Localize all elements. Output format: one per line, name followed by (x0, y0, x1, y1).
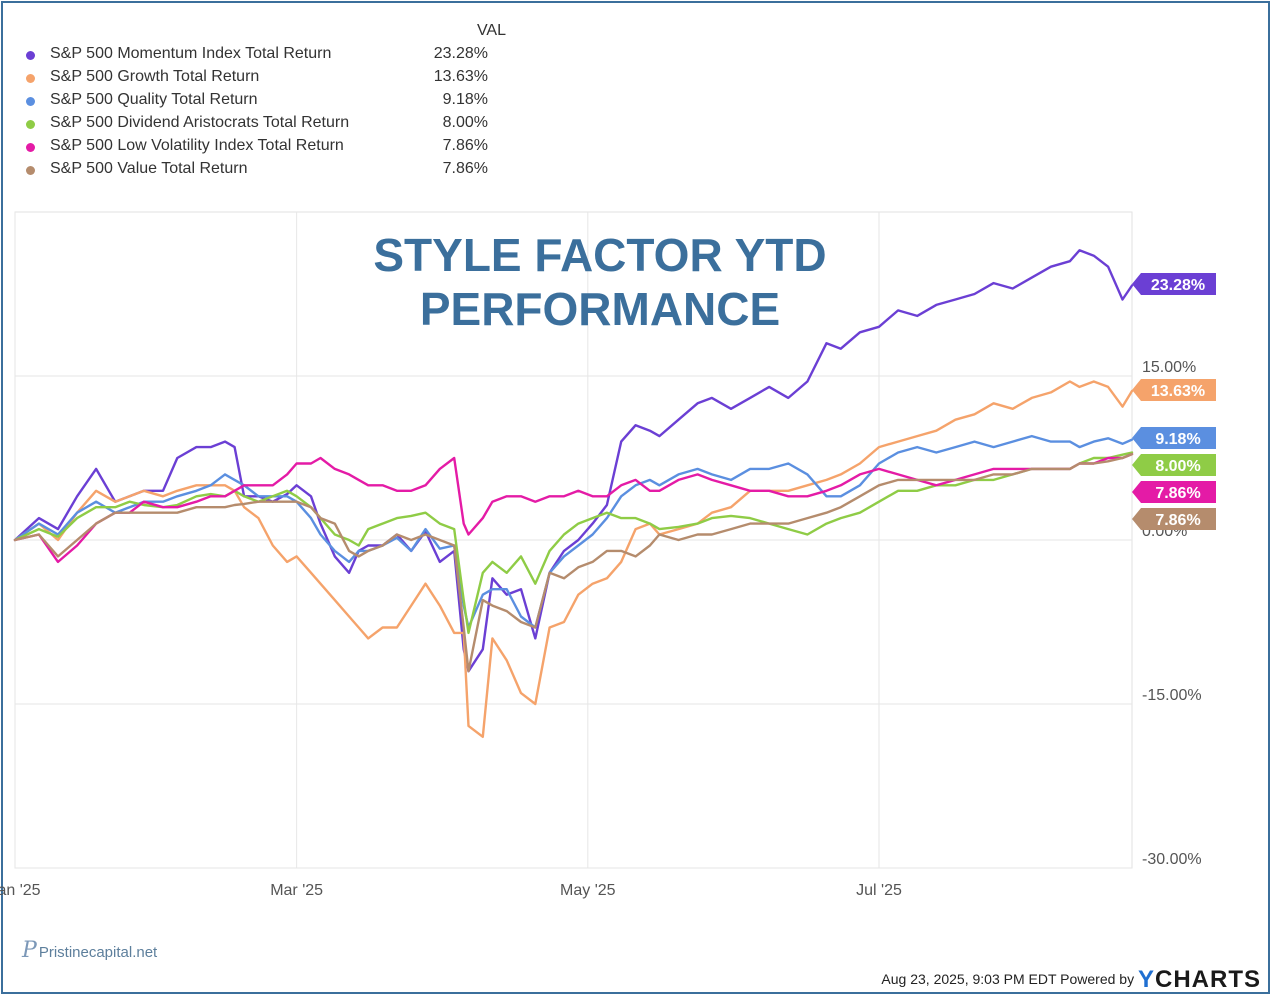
x-tick-label: Jul '25 (856, 882, 902, 899)
ycharts-wordmark: CHARTS (1155, 966, 1261, 993)
legend-item-value: 7.86% (442, 160, 488, 177)
legend-dot-icon (26, 74, 35, 83)
ycharts-logo[interactable]: YCHARTS (1138, 966, 1261, 993)
end-value-label: 23.28% (1151, 277, 1205, 294)
legend-item[interactable]: S&P 500 Low Volatility Index Total Retur… (20, 136, 490, 158)
x-tick-label: Mar '25 (270, 882, 323, 899)
end-value-label: 7.86% (1155, 485, 1200, 502)
series-line (13, 452, 1134, 673)
legend-value-header: VAL (476, 22, 506, 39)
ycharts-y-mark: Y (1137, 966, 1155, 993)
legend-dot-icon (26, 97, 35, 106)
x-tick-label: Jan '25 (0, 882, 41, 899)
legend-item-value: 13.63% (433, 68, 488, 85)
legend-dot-icon (26, 120, 35, 129)
legend-item-value: 7.86% (442, 137, 488, 154)
x-tick-label: May '25 (560, 882, 616, 899)
series-line (13, 452, 1134, 564)
chart-title-line-2: PERFORMANCE (419, 283, 781, 335)
legend-item-label: S&P 500 Growth Total Return (50, 68, 260, 85)
y-tick-label: -15.00% (1142, 687, 1202, 704)
series-line (13, 434, 1134, 629)
legend-dot-icon (26, 166, 35, 175)
watermark-p-icon: P (22, 938, 37, 963)
legend-item-value: 23.28% (433, 45, 488, 62)
chart-title-line-1: STYLE FACTOR YTD (373, 229, 827, 281)
legend-item[interactable]: S&P 500 Growth Total Return 13.63% (20, 67, 490, 89)
end-value-label: 13.63% (1151, 383, 1205, 400)
series-line (13, 249, 1134, 673)
end-value-tag (1132, 273, 1216, 295)
legend-item[interactable]: S&P 500 Quality Total Return 9.18% (20, 90, 490, 112)
legend-item-value: 8.00% (442, 114, 488, 131)
end-value-label: 8.00% (1155, 458, 1200, 475)
legend-item-label: S&P 500 Momentum Index Total Return (50, 45, 332, 62)
legend-item-label: S&P 500 Quality Total Return (50, 91, 258, 108)
watermark-logo: P Pristinecapital.net (22, 938, 157, 963)
end-value-label: 9.18% (1155, 431, 1200, 448)
end-value-label: 7.86% (1155, 512, 1200, 529)
end-value-tag (1132, 427, 1216, 449)
y-tick-label: 15.00% (1142, 359, 1196, 376)
y-tick-label: -30.00% (1142, 851, 1202, 868)
legend-item-label: S&P 500 Value Total Return (50, 160, 248, 177)
legend-dot-icon (26, 143, 35, 152)
legend-item[interactable]: S&P 500 Dividend Aristocrats Total Retur… (20, 113, 490, 135)
end-value-tag (1132, 481, 1216, 503)
legend-item[interactable]: S&P 500 Value Total Return 7.86% (20, 159, 490, 181)
legend-item[interactable]: S&P 500 Momentum Index Total Return 23.2… (20, 44, 490, 66)
end-value-tag (1132, 454, 1216, 476)
legend-item-label: S&P 500 Low Volatility Index Total Retur… (50, 137, 344, 154)
end-value-tag (1132, 379, 1216, 401)
footer: Aug 23, 2025, 9:03 PM EDT Powered by YCH… (881, 966, 1261, 994)
footer-timestamp: Aug 23, 2025, 9:03 PM EDT Powered by (881, 971, 1135, 987)
watermark-text: Pristinecapital.net (38, 944, 158, 961)
end-value-tag (1132, 508, 1216, 530)
legend-item-label: S&P 500 Dividend Aristocrats Total Retur… (50, 114, 350, 131)
legend-dot-icon (26, 51, 35, 60)
series-line (13, 380, 1134, 738)
legend-item-value: 9.18% (442, 91, 488, 108)
chart-title: STYLE FACTOR YTD PERFORMANCE (300, 228, 900, 336)
